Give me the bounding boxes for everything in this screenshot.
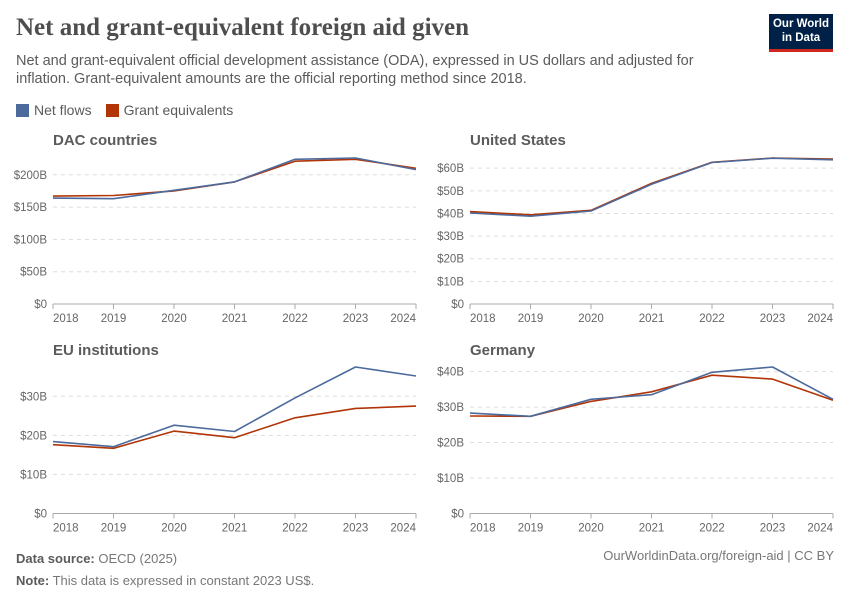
legend-item-grant-equivalents[interactable]: Grant equivalents: [105, 102, 234, 118]
legend-swatch: [105, 103, 119, 117]
y-tick-label: $0: [34, 299, 47, 311]
y-tick-label: $60B: [437, 163, 464, 175]
page-subtitle: Net and grant-equivalent official develo…: [16, 53, 694, 87]
x-tick-label: 2019: [101, 523, 127, 535]
y-tick-label: $50B: [437, 186, 464, 198]
x-tick-label: 2020: [578, 313, 604, 325]
legend-label: Net flows: [34, 102, 92, 118]
x-tick-label: 2019: [518, 523, 544, 535]
y-tick-label: $40B: [437, 208, 464, 220]
y-tick-label: $10B: [437, 276, 464, 288]
x-tick-label: 2021: [639, 313, 665, 325]
x-tick-label: 2024: [390, 313, 416, 325]
y-tick-label: $30B: [437, 231, 464, 243]
x-tick-label: 2019: [101, 313, 127, 325]
panel-title: United States: [470, 132, 566, 149]
y-tick-label: $20B: [20, 430, 47, 442]
x-tick-label: 2021: [639, 523, 665, 535]
logo-line: Our World: [772, 18, 829, 30]
y-tick-label: $0: [34, 509, 47, 521]
y-tick-label: $20B: [437, 438, 464, 450]
series-line-net-flows: [469, 157, 834, 217]
y-tick-label: $150B: [14, 202, 48, 214]
y-tick-label: $30B: [437, 402, 464, 414]
x-tick-label: 2019: [518, 313, 544, 325]
x-tick-label: 2022: [282, 313, 308, 325]
panel-title: EU institutions: [53, 342, 159, 359]
x-tick-label: 2020: [578, 523, 604, 535]
legend: Net flows Grant equivalents: [16, 102, 233, 118]
panel-title: DAC countries: [53, 132, 157, 149]
x-tick-label: 2018: [470, 313, 496, 325]
legend-label: Grant equivalents: [123, 102, 234, 118]
x-tick-label: 2023: [760, 313, 786, 325]
series-line-net-flows: [469, 366, 834, 418]
x-tick-label: 2021: [222, 523, 248, 535]
series-line-net-flows: [52, 366, 417, 448]
y-tick-label: $200B: [14, 170, 48, 182]
y-tick-label: $10B: [20, 469, 47, 481]
x-tick-label: 2023: [343, 523, 369, 535]
series-line-grant-equivalents: [52, 158, 417, 197]
owid-logo[interactable]: Our World in Data: [769, 14, 833, 52]
footer-url[interactable]: OurWorldinData.org/foreign-aid | CC BY: [603, 548, 834, 563]
page-title: Net and grant-equivalent foreign aid giv…: [16, 14, 470, 41]
x-tick-label: 2022: [699, 523, 725, 535]
series-line-grant-equivalents: [469, 157, 834, 216]
y-tick-label: $50B: [20, 267, 47, 279]
x-tick-label: 2023: [343, 313, 369, 325]
series-line-grant-equivalents: [52, 405, 417, 450]
x-tick-label: 2021: [222, 313, 248, 325]
x-tick-label: 2018: [53, 313, 79, 325]
x-tick-label: 2023: [760, 523, 786, 535]
source-link[interactable]: OECD (2025): [98, 551, 178, 566]
source-label: Data source:: [16, 551, 95, 566]
y-tick-label: $0: [451, 509, 464, 521]
y-tick-label: $10B: [437, 473, 464, 485]
x-tick-label: 2024: [807, 523, 833, 535]
logo-line: in Data: [781, 32, 821, 44]
y-tick-label: $30B: [20, 391, 47, 403]
y-tick-label: $0: [451, 299, 464, 311]
y-tick-label: $20B: [437, 254, 464, 266]
x-tick-label: 2020: [161, 313, 187, 325]
series-line-grant-equivalents: [469, 374, 834, 418]
footer-source: Data source: OECD (2025) Note: This data…: [16, 548, 314, 592]
series-line-net-flows: [52, 157, 417, 200]
note-label: Note:: [16, 573, 50, 588]
x-tick-label: 2018: [53, 523, 79, 535]
x-tick-label: 2020: [161, 523, 187, 535]
x-tick-label: 2018: [470, 523, 496, 535]
note-text: This data is expressed in constant 2023 …: [52, 573, 315, 588]
y-tick-label: $100B: [14, 234, 48, 246]
x-tick-label: 2022: [699, 313, 725, 325]
x-tick-label: 2024: [807, 313, 833, 325]
legend-item-net-flows[interactable]: Net flows: [16, 102, 92, 118]
legend-swatch: [16, 103, 29, 117]
y-tick-label: $40B: [437, 367, 464, 379]
panel-title: Germany: [470, 342, 536, 359]
x-tick-label: 2024: [390, 523, 416, 535]
x-tick-label: 2022: [282, 523, 308, 535]
